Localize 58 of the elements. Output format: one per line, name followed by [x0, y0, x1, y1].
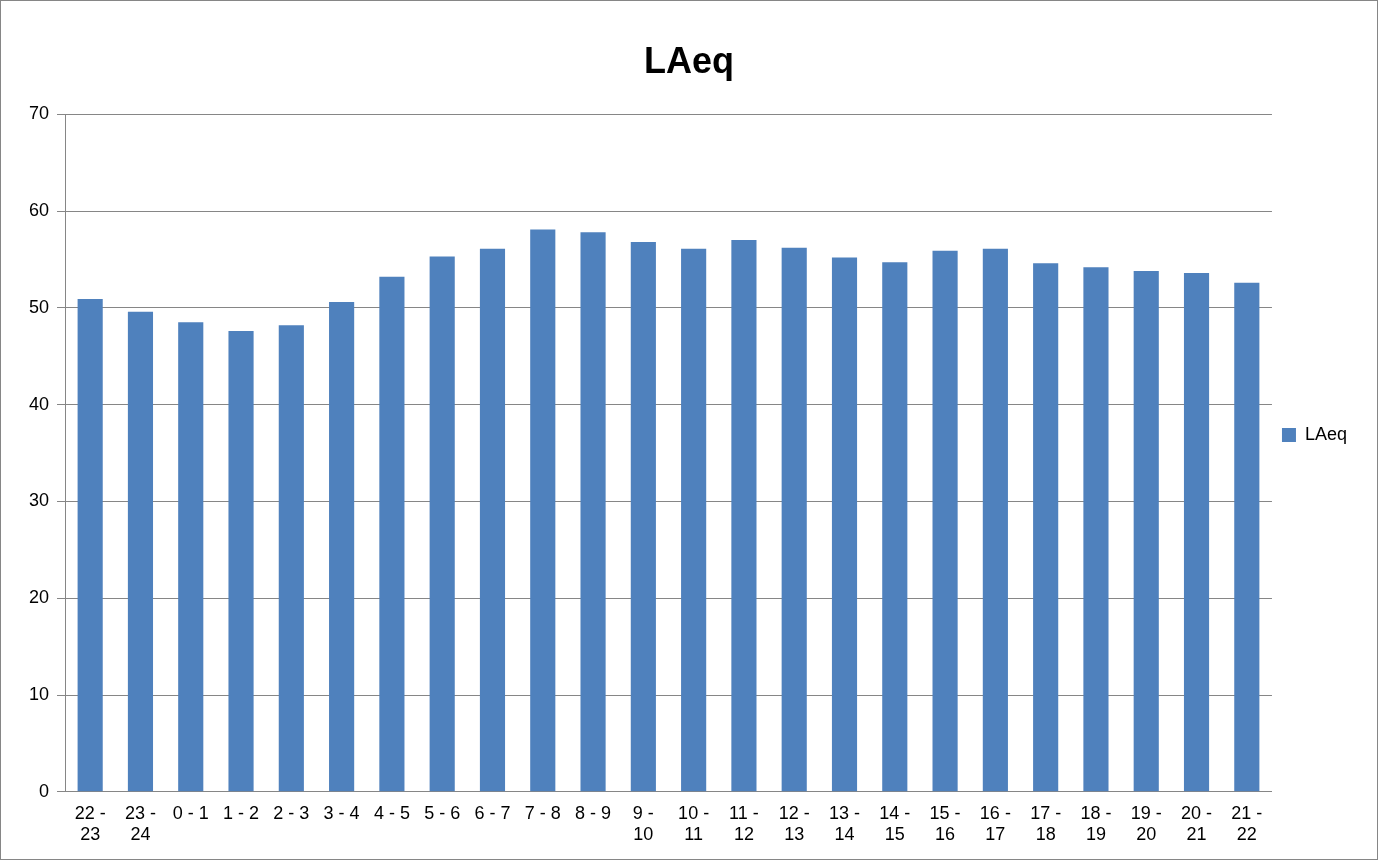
x-tick-label: 22 - 23 [74, 802, 106, 845]
bar [630, 241, 656, 792]
x-tick-label: 16 - 17 [979, 802, 1011, 845]
bar [932, 250, 958, 792]
bar [278, 325, 304, 792]
x-tick-label: 21 - 22 [1231, 802, 1263, 845]
bar [479, 248, 506, 792]
x-tick-label: 14 - 15 [879, 802, 911, 845]
x-tick-label: 12 - 13 [778, 802, 810, 845]
bar [1234, 282, 1260, 792]
bar [429, 256, 455, 792]
bar [77, 299, 103, 792]
bar [882, 262, 908, 792]
x-tick-label: 13 - 14 [828, 802, 861, 845]
bar [1133, 271, 1159, 792]
y-tick-label: 40 [28, 393, 50, 414]
x-tick-label: 18 - 19 [1080, 802, 1112, 845]
legend-label: LAeq [1304, 423, 1348, 444]
y-tick-label: 30 [28, 490, 50, 511]
chart-title: LAeq [644, 39, 734, 81]
x-tick-label: 17 - 18 [1030, 802, 1062, 845]
x-tick-label: 20 - 21 [1181, 802, 1213, 845]
x-tick-label: 0 - 1 [172, 802, 209, 823]
bar [530, 229, 556, 792]
bar [1083, 267, 1109, 792]
bar [681, 248, 707, 792]
x-tick-label: 23 - 24 [124, 802, 156, 845]
bar [1183, 272, 1210, 792]
bar [1033, 263, 1059, 792]
x-tick-label: 2 - 3 [273, 802, 310, 823]
y-tick-label: 60 [28, 199, 50, 220]
x-tick-label: 10 - 11 [678, 802, 710, 845]
bar [178, 322, 204, 792]
y-tick-label: 50 [28, 296, 50, 317]
y-tick-label: 70 [28, 103, 50, 124]
y-tick-label: 0 [39, 780, 50, 801]
x-tick-label: 9 - 10 [632, 802, 654, 845]
bar [329, 301, 355, 792]
bar [731, 240, 757, 792]
x-tick-label: 6 - 7 [474, 802, 511, 823]
x-tick-label: 7 - 8 [524, 802, 561, 823]
bar [379, 276, 405, 792]
bar [781, 247, 807, 792]
bar [982, 248, 1008, 792]
x-tick-label: 4 - 5 [373, 802, 410, 823]
x-tick-label: 8 - 9 [575, 802, 612, 823]
bar [127, 311, 154, 792]
x-tick-label: 11 - 12 [729, 802, 759, 845]
x-tick-label: 19 - 20 [1130, 802, 1162, 845]
bar [831, 257, 858, 792]
x-tick-label: 3 - 4 [323, 802, 360, 823]
x-tick-label: 15 - 16 [929, 802, 961, 845]
x-tick-label: 5 - 6 [424, 802, 461, 823]
y-tick-label: 20 [28, 587, 50, 608]
bar [228, 331, 254, 792]
y-tick-label: 10 [28, 683, 50, 704]
x-tick-label: 1 - 2 [223, 802, 260, 823]
bar [580, 232, 606, 792]
